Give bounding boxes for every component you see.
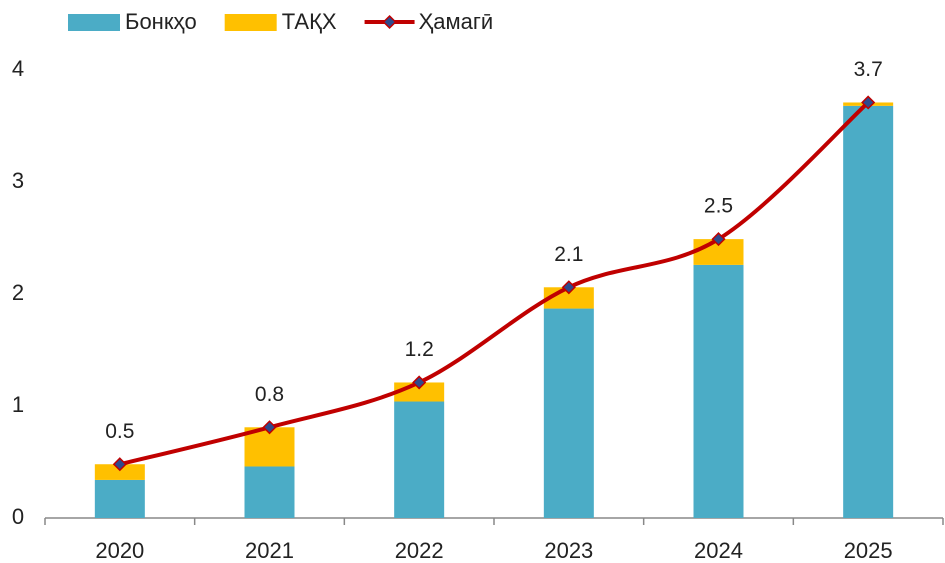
line-marker [561, 280, 576, 295]
legend-swatch [68, 14, 120, 31]
legend-label: ТАҚХ [282, 9, 337, 34]
data-label: 3.7 [854, 58, 883, 81]
data-label: 1.2 [405, 338, 434, 361]
x-tick-label: 2022 [395, 538, 444, 563]
line-marker [262, 420, 277, 435]
data-label: 0.5 [105, 420, 134, 443]
line-marker [861, 95, 876, 110]
y-tick-label: 1 [12, 392, 24, 417]
y-tick-label: 3 [12, 168, 24, 193]
legend-label: Ҳамагӣ [419, 9, 494, 34]
legend-marker [382, 14, 397, 30]
legend-swatch [224, 14, 277, 31]
line-marker [711, 232, 726, 247]
total-line [119, 101, 870, 467]
y-tick-label: 0 [12, 504, 24, 529]
x-tick-label: 2025 [844, 538, 893, 563]
data-label: 0.8 [255, 383, 284, 406]
y-tick-label: 4 [12, 56, 24, 81]
legend-label: Бонкҳо [125, 9, 197, 34]
data-label: 2.5 [704, 195, 733, 218]
line-marker [412, 375, 427, 390]
x-tick-label: 2021 [245, 538, 294, 563]
y-tick-label: 2 [12, 280, 24, 305]
x-tick-label: 2023 [544, 538, 593, 563]
bar [244, 466, 295, 518]
bar [94, 479, 145, 518]
x-tick-label: 2020 [95, 538, 144, 563]
bar [394, 401, 445, 518]
line-marker [112, 457, 127, 472]
data-label: 2.1 [554, 243, 583, 266]
bar [693, 264, 744, 518]
x-tick-label: 2024 [694, 538, 743, 563]
bar [94, 464, 145, 480]
bar [543, 308, 594, 518]
bar [843, 105, 894, 518]
